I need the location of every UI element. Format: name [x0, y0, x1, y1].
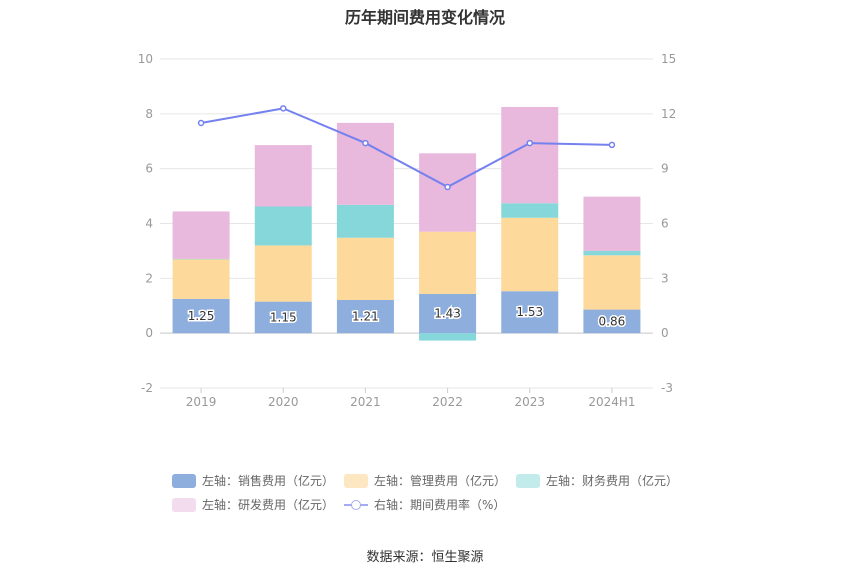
y-left-tick-label: 8: [145, 107, 153, 121]
x-tick-label: 2019: [186, 395, 217, 409]
y-left-tick-label: -2: [141, 381, 153, 395]
x-tick-label: 2020: [268, 395, 299, 409]
x-tick-label: 2023: [514, 395, 545, 409]
data-label-sales: 1.53: [516, 305, 543, 319]
legend-swatch-sales: [172, 473, 196, 488]
line-point-expense-ratio: [526, 139, 533, 147]
legend-label-rnd: 左轴：研发费用（亿元）: [202, 498, 335, 512]
bar-rnd: [583, 196, 641, 251]
y-left-tick-label: 0: [145, 326, 153, 340]
bar-finance: [172, 258, 230, 260]
data-label-sales: 1.43: [434, 307, 461, 321]
line-point-expense-ratio: [280, 105, 287, 112]
line-point-expense-ratio: [197, 119, 205, 127]
line-point-expense-ratio: [444, 183, 451, 191]
y-right-tick-label: 9: [661, 162, 669, 176]
y-right-tick-label: 6: [661, 217, 669, 231]
bar-finance: [583, 250, 641, 256]
legend-label-sales: 左轴：销售费用（亿元）: [202, 474, 335, 488]
line-point-expense-ratio: [362, 139, 369, 147]
legend-line-icon: [344, 498, 368, 512]
legend-item-finance[interactable]: 左轴：财务费用（亿元）: [516, 472, 678, 489]
bar-finance: [336, 204, 394, 238]
bar-sales: [254, 301, 312, 334]
data-label-sales: 1.21: [352, 310, 379, 324]
y-left-tick-label: 6: [145, 162, 153, 176]
bar-admin: [336, 237, 394, 300]
bar-rnd: [501, 106, 559, 204]
x-tick-label: 2022: [432, 395, 463, 409]
bar-finance: [501, 203, 559, 218]
chart-title: 历年期间费用变化情况: [344, 8, 505, 27]
bar-rnd: [336, 122, 394, 205]
data-label-sales: 1.15: [270, 310, 297, 324]
bar-sales: [501, 291, 559, 334]
x-tick-label: 2024H1: [588, 395, 635, 409]
bar-sales: [336, 299, 394, 334]
bar-rnd: [172, 211, 230, 259]
bar-admin: [419, 231, 477, 294]
legend-label-expense-ratio: 右轴：期间费用率（%）: [374, 498, 506, 512]
legend-item-expense-ratio[interactable]: 右轴：期间费用率（%）: [344, 496, 505, 513]
legend-label-admin: 左轴：管理费用（亿元）: [374, 474, 507, 488]
y-right-tick-label: 3: [661, 271, 669, 285]
y-right-tick-label: -3: [661, 381, 673, 395]
y-right-tick-label: 15: [661, 52, 676, 66]
bar-sales: [583, 309, 641, 334]
legend-swatch-finance: [516, 473, 540, 488]
bar-rnd: [419, 153, 477, 232]
bar-admin: [254, 245, 312, 302]
y-left-tick-label: 4: [145, 217, 153, 231]
legend-swatch-rnd: [172, 497, 196, 512]
bar-admin: [583, 255, 641, 310]
bar-admin: [172, 259, 230, 299]
chart-plot: -2 0 2 4 6 8 10 -3 0 3 6 9 12 15 2019 2020 2021 2022 2023 2…: [138, 52, 677, 409]
data-label-sales: 0.86: [599, 314, 626, 328]
y-right-tick-label: 12: [661, 107, 676, 121]
data-source: 数据来源：恒生聚源: [366, 550, 484, 565]
bar-admin: [501, 217, 559, 292]
y-right-tick-label: 0: [661, 326, 669, 340]
x-tick-label: 2021: [350, 395, 381, 409]
legend-item-admin[interactable]: 左轴：管理费用（亿元）: [344, 472, 506, 489]
y-left-tick-label: 2: [145, 271, 153, 285]
data-label-sales: 1.25: [188, 309, 215, 323]
line-point-expense-ratio: [608, 141, 616, 149]
bar-finance: [254, 206, 312, 246]
bar-sales: [419, 293, 477, 334]
y-left-tick-label: 10: [138, 52, 153, 66]
legend-item-rnd[interactable]: 左轴：研发费用（亿元）: [172, 496, 334, 513]
legend-label-finance: 左轴：财务费用（亿元）: [546, 474, 679, 488]
legend-swatch-admin: [344, 473, 368, 488]
line-expense-ratio: [200, 107, 612, 189]
bar-rnd: [254, 145, 312, 207]
bar-finance: [419, 333, 477, 341]
legend-item-sales[interactable]: 左轴：销售费用（亿元）: [172, 472, 334, 489]
bar-sales: [172, 298, 230, 334]
